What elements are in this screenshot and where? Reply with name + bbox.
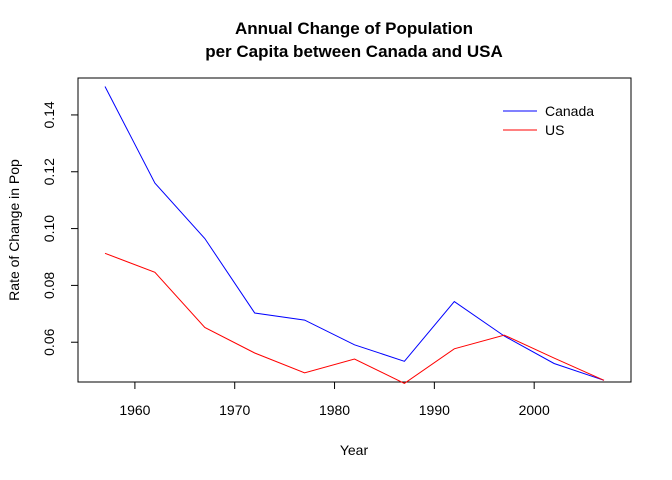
x-tick-label: 1970 <box>219 402 250 418</box>
y-tick-label: 0.08 <box>41 272 57 299</box>
series-lines <box>104 86 605 384</box>
series-line-canada <box>104 86 605 381</box>
y-tick-label: 0.06 <box>41 328 57 355</box>
x-tick-label: 1990 <box>419 402 450 418</box>
x-axis: 1960 1970 1980 1990 2000 <box>119 381 550 418</box>
x-tick-label: 1960 <box>119 402 150 418</box>
legend-label-canada: Canada <box>545 103 594 119</box>
chart-title-line-2: per Capita between Canada and USA <box>205 42 503 61</box>
x-axis-label: Year <box>340 442 369 458</box>
chart-title-line-1: Annual Change of Population <box>235 19 473 38</box>
y-axis-label: Rate of Change in Pop <box>6 159 22 301</box>
y-tick-label: 0.14 <box>41 101 57 128</box>
y-tick-label: 0.10 <box>41 215 57 242</box>
legend: Canada US <box>503 103 594 138</box>
x-tick-label: 1980 <box>319 402 350 418</box>
series-line-us <box>104 252 605 384</box>
x-tick-label: 2000 <box>519 402 550 418</box>
legend-label-us: US <box>545 122 564 138</box>
y-axis: 0.06 0.08 0.10 0.12 0.14 <box>41 101 79 356</box>
y-tick-label: 0.12 <box>41 158 57 185</box>
